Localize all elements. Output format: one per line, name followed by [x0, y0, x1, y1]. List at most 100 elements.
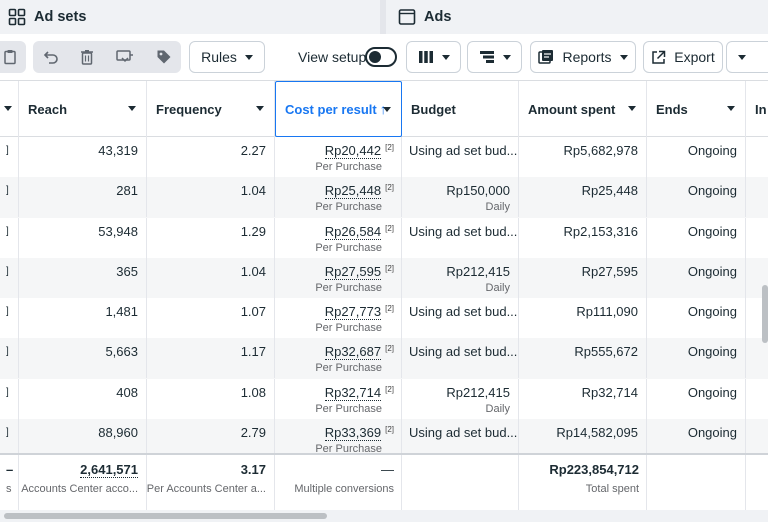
- table-row[interactable]: ] 1,481 1.07 Rp27,773 [2] Per Purchase Using a…: [0, 298, 768, 338]
- undo-icon: [43, 51, 58, 64]
- cell-ends: Ongoing: [647, 217, 746, 258]
- cost-per-result-value[interactable]: Rp32,687: [324, 344, 382, 361]
- footnote-marker[interactable]: [2]: [385, 223, 394, 233]
- truncated-marker: ]: [6, 145, 9, 156]
- budget-sub: Daily: [485, 402, 510, 415]
- clipboard-button[interactable]: [0, 41, 26, 73]
- cell-reach: 281: [19, 177, 147, 218]
- cell-budget: Using ad set bud...: [402, 298, 519, 338]
- truncated-marker: ]: [6, 346, 9, 358]
- column-header-frequency[interactable]: Frequency: [147, 81, 275, 137]
- table-row[interactable]: ] 281 1.04 Rp25,448 [2] Per Purchase Rp150,000…: [0, 177, 768, 218]
- cost-per-result-sub: Per Purchase: [315, 322, 382, 334]
- view-setup-toggle[interactable]: [365, 47, 397, 67]
- totals-spent-sub: Total spent: [585, 483, 639, 495]
- tab-ads[interactable]: Ads: [386, 0, 451, 34]
- vertical-scrollbar-thumb[interactable]: [762, 285, 768, 343]
- cost-per-result-value[interactable]: Rp25,448: [324, 183, 382, 200]
- horizontal-scrollbar[interactable]: [0, 510, 768, 522]
- reports-button[interactable]: Reports: [530, 41, 636, 73]
- horizontal-scrollbar-thumb[interactable]: [4, 513, 327, 519]
- tag-button[interactable]: [146, 41, 182, 73]
- footnote-marker[interactable]: [2]: [385, 183, 394, 193]
- totals-cost-sub: Multiple conversions: [294, 483, 394, 495]
- column-header-label: Budget: [411, 101, 456, 117]
- frequency-value: 1.08: [240, 384, 266, 400]
- cell-ends: Ongoing: [647, 177, 746, 218]
- cost-per-result-value[interactable]: Rp33,369: [324, 424, 382, 441]
- cell-previous: ]: [0, 298, 19, 338]
- budget-value: Rp212,415: [446, 263, 510, 279]
- ends-value: Ongoing: [687, 384, 737, 400]
- budget-value[interactable]: Using ad set bud...: [409, 344, 518, 360]
- undo-button[interactable]: [33, 41, 69, 73]
- table-row[interactable]: ] 5,663 1.17 Rp32,687 [2] Per Purchase Using a…: [0, 338, 768, 379]
- amount-spent-value: Rp14,582,095: [556, 424, 638, 440]
- more-actions-dropdown[interactable]: [726, 41, 768, 73]
- export-button[interactable]: Export: [643, 41, 723, 73]
- amount-spent-value: Rp2,153,316: [563, 223, 638, 239]
- footnote-marker[interactable]: [2]: [385, 143, 394, 152]
- totals-cell-frequency: 3.17 Per Accounts Center a...: [147, 455, 275, 511]
- ends-value: Ongoing: [687, 424, 737, 440]
- footnote-marker[interactable]: [2]: [385, 424, 394, 434]
- tab-ad-sets[interactable]: Ad sets: [0, 0, 380, 34]
- cell-amount-spent: Rp555,672: [519, 338, 647, 379]
- column-header-ends[interactable]: Ends: [647, 81, 746, 137]
- totals-cell-spent: Rp223,854,712 Total spent: [519, 455, 647, 511]
- cell-previous: ]: [0, 217, 19, 258]
- cost-per-result-value[interactable]: Rp32,714: [324, 384, 382, 401]
- cell-reach: 1,481: [19, 298, 147, 338]
- export-label: Export: [674, 49, 715, 65]
- budget-value[interactable]: Using ad set bud...: [409, 223, 518, 239]
- budget-value[interactable]: Using ad set bud...: [409, 424, 518, 440]
- breakdown-button[interactable]: [467, 41, 522, 73]
- columns-button[interactable]: [406, 41, 461, 73]
- table-row[interactable]: ] 365 1.04 Rp27,595 [2] Per Purchase Rp212,415…: [0, 257, 768, 298]
- column-header-budget[interactable]: Budget: [402, 81, 519, 137]
- table-row[interactable]: ] 43,319 2.27 Rp20,442 [2] Per Purchase Using …: [0, 137, 768, 177]
- cost-per-result-value[interactable]: Rp27,595: [324, 263, 382, 280]
- footnote-marker[interactable]: [2]: [385, 304, 394, 313]
- column-header-amount-spent[interactable]: Amount spent: [519, 81, 647, 137]
- table-row[interactable]: ] 408 1.08 Rp32,714 [2] Per Purchase Rp212,415…: [0, 378, 768, 419]
- column-header-next[interactable]: In: [746, 81, 768, 137]
- column-header-previous[interactable]: [0, 81, 19, 137]
- ad-frame-icon: [398, 9, 416, 25]
- reports-icon: [538, 50, 554, 64]
- footnote-marker[interactable]: [2]: [385, 263, 394, 273]
- frequency-value: 1.29: [240, 223, 266, 239]
- column-header-cost-per-result[interactable]: Cost per result ↑: [275, 81, 402, 137]
- ad-sets-table: Reach Frequency Cost per result ↑ Budget…: [0, 80, 768, 511]
- budget-value[interactable]: Using ad set bud...: [409, 304, 518, 319]
- truncated-marker: ]: [6, 306, 9, 317]
- cell-frequency: 1.29: [147, 217, 275, 258]
- cell-budget: Rp212,415 Daily: [402, 378, 519, 419]
- budget-value[interactable]: Using ad set bud...: [409, 143, 518, 158]
- frequency-value: 2.79: [240, 424, 266, 440]
- reach-value: 43,319: [98, 143, 138, 158]
- truncated-marker: ]: [6, 426, 9, 438]
- chevron-down-icon: [383, 107, 391, 112]
- cost-per-result-value[interactable]: Rp26,584: [324, 223, 382, 240]
- column-header-reach[interactable]: Reach: [19, 81, 147, 137]
- cell-next: [746, 379, 768, 419]
- cell-next: [746, 177, 768, 217]
- table-row[interactable]: ] 53,948 1.29 Rp26,584 [2] Per Purchase Using …: [0, 217, 768, 258]
- chevron-down-icon: [619, 54, 628, 60]
- cost-per-result-value[interactable]: Rp27,773: [324, 304, 382, 320]
- cell-amount-spent: Rp5,682,978: [519, 137, 647, 177]
- footnote-marker[interactable]: [2]: [385, 344, 394, 354]
- cost-per-result-sub: Per Purchase: [315, 362, 382, 375]
- ends-value: Ongoing: [687, 263, 737, 279]
- cell-budget: Rp212,415 Daily: [402, 257, 519, 298]
- totals-cell-previous: – s: [0, 455, 19, 511]
- table-row[interactable]: ] 88,960 2.79 Rp33,369 [2] Per Purchase Using …: [0, 418, 768, 459]
- cost-per-result-value[interactable]: Rp20,442: [324, 143, 382, 159]
- ab-test-button[interactable]: [107, 41, 143, 73]
- truncated-marker: ]: [6, 265, 9, 277]
- delete-button[interactable]: [69, 41, 105, 73]
- rules-button[interactable]: Rules: [189, 41, 265, 73]
- cell-frequency: 2.27: [147, 137, 275, 177]
- footnote-marker[interactable]: [2]: [385, 384, 394, 394]
